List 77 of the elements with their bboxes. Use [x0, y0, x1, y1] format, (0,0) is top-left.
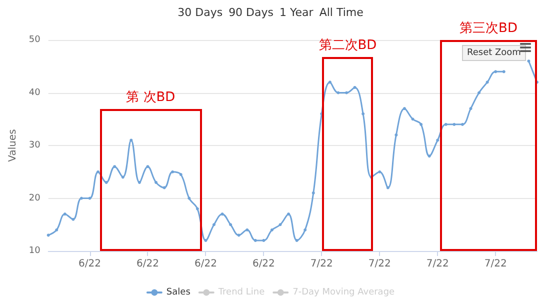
point — [486, 80, 489, 84]
point — [460, 122, 464, 126]
point — [436, 138, 440, 142]
point — [478, 91, 481, 94]
point — [63, 212, 66, 216]
point — [353, 86, 356, 89]
point — [104, 180, 108, 184]
point — [121, 176, 124, 179]
legend-label: Sales — [166, 288, 191, 298]
point — [304, 228, 307, 232]
y-tick-label: 20 — [28, 193, 41, 204]
point — [469, 107, 472, 110]
point — [179, 173, 182, 176]
point — [494, 70, 498, 74]
point — [154, 180, 158, 184]
point — [295, 238, 298, 242]
point — [278, 223, 282, 226]
point — [130, 138, 133, 142]
y-tick-label: 50 — [28, 35, 41, 45]
point — [270, 228, 274, 232]
x-tick-label: 6/22 — [194, 258, 217, 270]
point — [328, 80, 332, 84]
annotation: 第二次BD — [318, 36, 377, 54]
text: 90 Days — [228, 6, 274, 19]
point — [96, 170, 100, 174]
annotation: Reset Zoom — [462, 45, 526, 61]
x-tick-label: 6/22 — [136, 258, 159, 270]
point — [229, 223, 232, 226]
point — [402, 107, 406, 110]
x-tick-label: 7/22 — [310, 258, 333, 270]
point — [428, 154, 431, 158]
x-tick-label: 7/22 — [484, 258, 507, 270]
point — [362, 112, 365, 116]
y-axis-title: Values — [8, 129, 18, 162]
point — [246, 228, 249, 232]
y-tick-label: 30 — [28, 140, 41, 150]
point — [336, 91, 340, 94]
point — [220, 212, 224, 216]
y-tick-label: 10 — [28, 246, 41, 256]
point — [411, 118, 414, 121]
point — [444, 122, 448, 126]
point — [80, 196, 83, 200]
y-tick-label: 40 — [28, 88, 41, 98]
point — [237, 234, 240, 237]
point — [146, 165, 150, 168]
point — [394, 133, 398, 136]
x-tick-label: 6/22 — [78, 258, 101, 270]
x-tick-label: 7/22 — [426, 258, 449, 270]
point — [88, 196, 92, 200]
point — [527, 60, 530, 63]
point — [262, 238, 266, 242]
point — [502, 70, 506, 74]
point — [204, 238, 208, 242]
text: 第三次BD — [460, 20, 518, 37]
point — [162, 186, 166, 190]
point — [46, 234, 50, 237]
point — [212, 223, 216, 226]
point — [254, 238, 257, 242]
annotation: 第 次BD — [126, 88, 176, 106]
point — [378, 170, 382, 174]
text: 30 Days — [178, 6, 223, 19]
point — [287, 212, 290, 216]
point — [138, 180, 141, 184]
point — [113, 165, 116, 168]
point — [386, 186, 390, 190]
x-tick-label: 7/22 — [368, 258, 391, 270]
point — [72, 218, 75, 221]
point — [171, 170, 174, 174]
text: 1 Year — [280, 6, 314, 19]
point — [420, 122, 423, 126]
point — [345, 91, 348, 94]
text: All Time — [319, 6, 364, 19]
point — [312, 191, 315, 194]
point — [196, 207, 199, 210]
x-tick-label: 6/22 — [252, 258, 275, 270]
point — [452, 122, 456, 126]
point — [55, 228, 58, 232]
